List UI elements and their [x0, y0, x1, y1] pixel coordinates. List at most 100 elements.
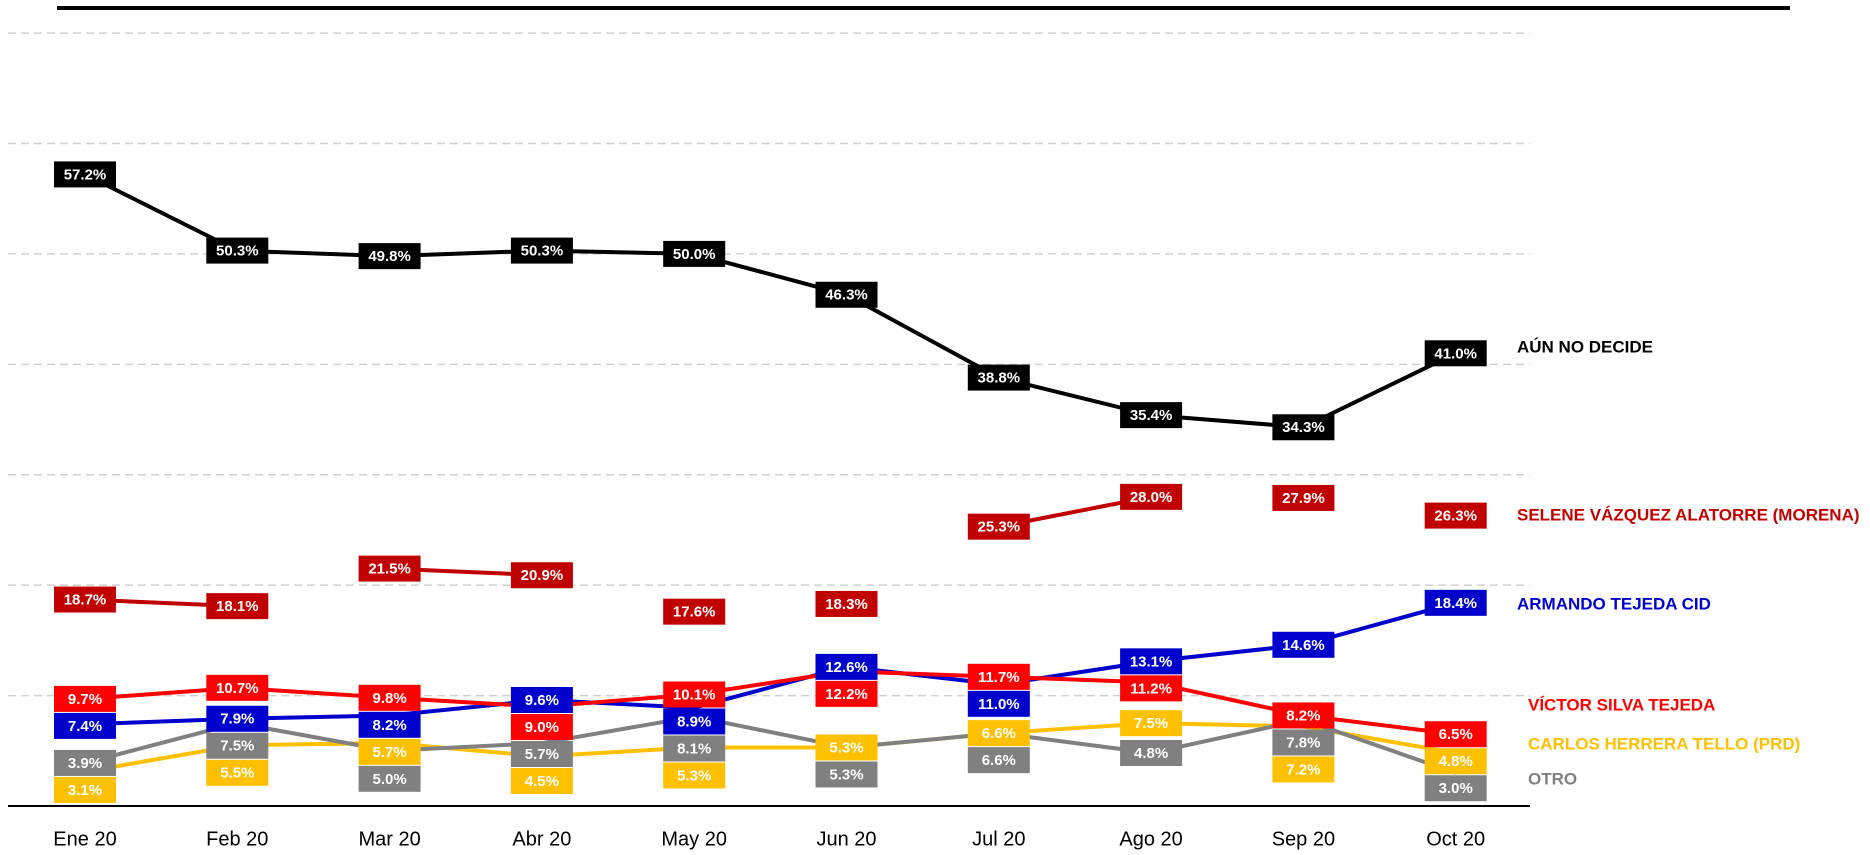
data-label: 8.2% — [358, 711, 421, 738]
data-label-box — [663, 681, 726, 708]
data-label-text: 38.8% — [978, 370, 1021, 387]
data-label: 7.9% — [206, 705, 269, 732]
data-label-box — [54, 712, 116, 739]
data-label-text: 49.8% — [368, 248, 411, 265]
data-label-box — [967, 690, 1030, 717]
data-label-text: 17.6% — [673, 604, 716, 621]
data-label: 5.5% — [206, 759, 269, 786]
data-label: 6.6% — [967, 747, 1030, 774]
data-label-box — [510, 687, 573, 713]
x-tick-label: Ago 20 — [1119, 828, 1182, 850]
data-label: 13.1% — [1120, 648, 1183, 675]
data-label-box — [54, 586, 116, 613]
data-label-text: 28.0% — [1130, 489, 1173, 506]
x-tick-label: Ene 20 — [53, 828, 116, 850]
data-label-text: 4.8% — [1439, 753, 1473, 770]
data-label-box — [1424, 721, 1487, 748]
data-label-text: 20.9% — [521, 567, 564, 584]
data-label: 5.3% — [815, 734, 878, 761]
data-label: 6.5% — [1424, 721, 1487, 748]
data-label-text: 9.6% — [525, 692, 559, 709]
x-tick-label: Sep 20 — [1272, 828, 1335, 850]
data-label-box — [663, 708, 726, 735]
data-label-box — [358, 684, 421, 711]
data-label: 50.3% — [510, 237, 573, 264]
data-label: 3.0% — [1424, 775, 1487, 802]
data-label: 18.3% — [815, 590, 878, 617]
data-label-box — [663, 240, 726, 267]
data-label: 26.3% — [1424, 502, 1487, 529]
data-label-text: 7.4% — [68, 718, 102, 735]
data-label-text: 46.3% — [825, 287, 868, 304]
data-label-box — [206, 705, 269, 732]
data-label-box — [815, 653, 878, 680]
data-label-text: 7.9% — [220, 711, 254, 728]
legend-label: OTRO — [1528, 769, 1577, 788]
data-label: 8.1% — [663, 735, 726, 762]
data-label-box — [510, 768, 573, 794]
data-label: 5.7% — [510, 741, 573, 767]
data-label-text: 6.6% — [982, 725, 1016, 742]
data-label: 11.2% — [1120, 675, 1183, 702]
data-label: 7.5% — [206, 732, 269, 759]
data-label-text: 26.3% — [1434, 508, 1477, 525]
data-label-box — [815, 734, 878, 761]
data-label: 46.3% — [815, 281, 878, 308]
data-label-box — [206, 237, 269, 264]
data-label-text: 8.1% — [677, 740, 711, 757]
data-label-text: 6.6% — [982, 752, 1016, 769]
data-label-box — [663, 598, 726, 625]
data-label-text: 8.9% — [677, 713, 711, 730]
data-label-box — [1424, 589, 1487, 616]
data-label-text: 18.1% — [216, 598, 259, 615]
x-tick-label: Jun 20 — [816, 828, 876, 850]
data-label: 28.0% — [1120, 483, 1183, 510]
data-label-text: 5.3% — [829, 739, 863, 756]
x-tick-label: May 20 — [661, 828, 727, 850]
x-tick-label: Oct 20 — [1426, 828, 1485, 850]
data-label-box — [358, 555, 421, 582]
data-label-box — [1424, 502, 1487, 529]
data-label-box — [967, 747, 1030, 774]
data-label: 5.3% — [815, 761, 878, 788]
series-line — [84, 172, 1457, 430]
data-label: 50.0% — [663, 240, 726, 267]
data-label: 11.0% — [967, 690, 1030, 717]
data-label-box — [54, 749, 116, 776]
data-label-box — [815, 281, 878, 308]
data-label-box — [358, 738, 421, 765]
data-label: 5.7% — [358, 738, 421, 765]
series-line — [84, 600, 1457, 727]
data-label-text: 3.0% — [1439, 780, 1473, 797]
data-label: 38.8% — [967, 364, 1030, 391]
data-label-box — [1272, 414, 1335, 441]
data-label-text: 11.0% — [978, 696, 1020, 713]
data-label-text: 14.6% — [1282, 637, 1325, 654]
data-label-box — [1120, 648, 1183, 675]
data-label: 6.6% — [967, 720, 1030, 747]
data-label-text: 11.7% — [978, 669, 1020, 686]
data-label: 35.4% — [1120, 402, 1183, 429]
x-tick-label: Abr 20 — [512, 828, 571, 850]
x-tick-label: Jul 20 — [972, 828, 1025, 850]
data-label: 5.3% — [663, 762, 726, 789]
data-label-box — [358, 765, 421, 792]
data-label-box — [510, 714, 573, 740]
data-label-text: 7.5% — [220, 738, 254, 755]
data-label: 14.6% — [1272, 631, 1335, 658]
data-label-text: 50.3% — [216, 243, 259, 260]
data-label-box — [358, 243, 421, 270]
data-label-box — [206, 674, 269, 701]
data-label-text: 3.9% — [68, 755, 102, 772]
data-label-text: 21.5% — [368, 561, 411, 578]
data-label-text: 12.6% — [825, 659, 868, 676]
data-label-text: 5.3% — [677, 767, 711, 784]
data-label: 49.8% — [358, 243, 421, 270]
data-label-text: 25.3% — [978, 519, 1021, 536]
data-label-box — [206, 732, 269, 759]
data-label-text: 5.5% — [220, 765, 254, 782]
data-label-text: 7.5% — [1134, 715, 1168, 732]
data-label-box — [967, 513, 1030, 540]
data-label-text: 9.8% — [372, 690, 406, 707]
